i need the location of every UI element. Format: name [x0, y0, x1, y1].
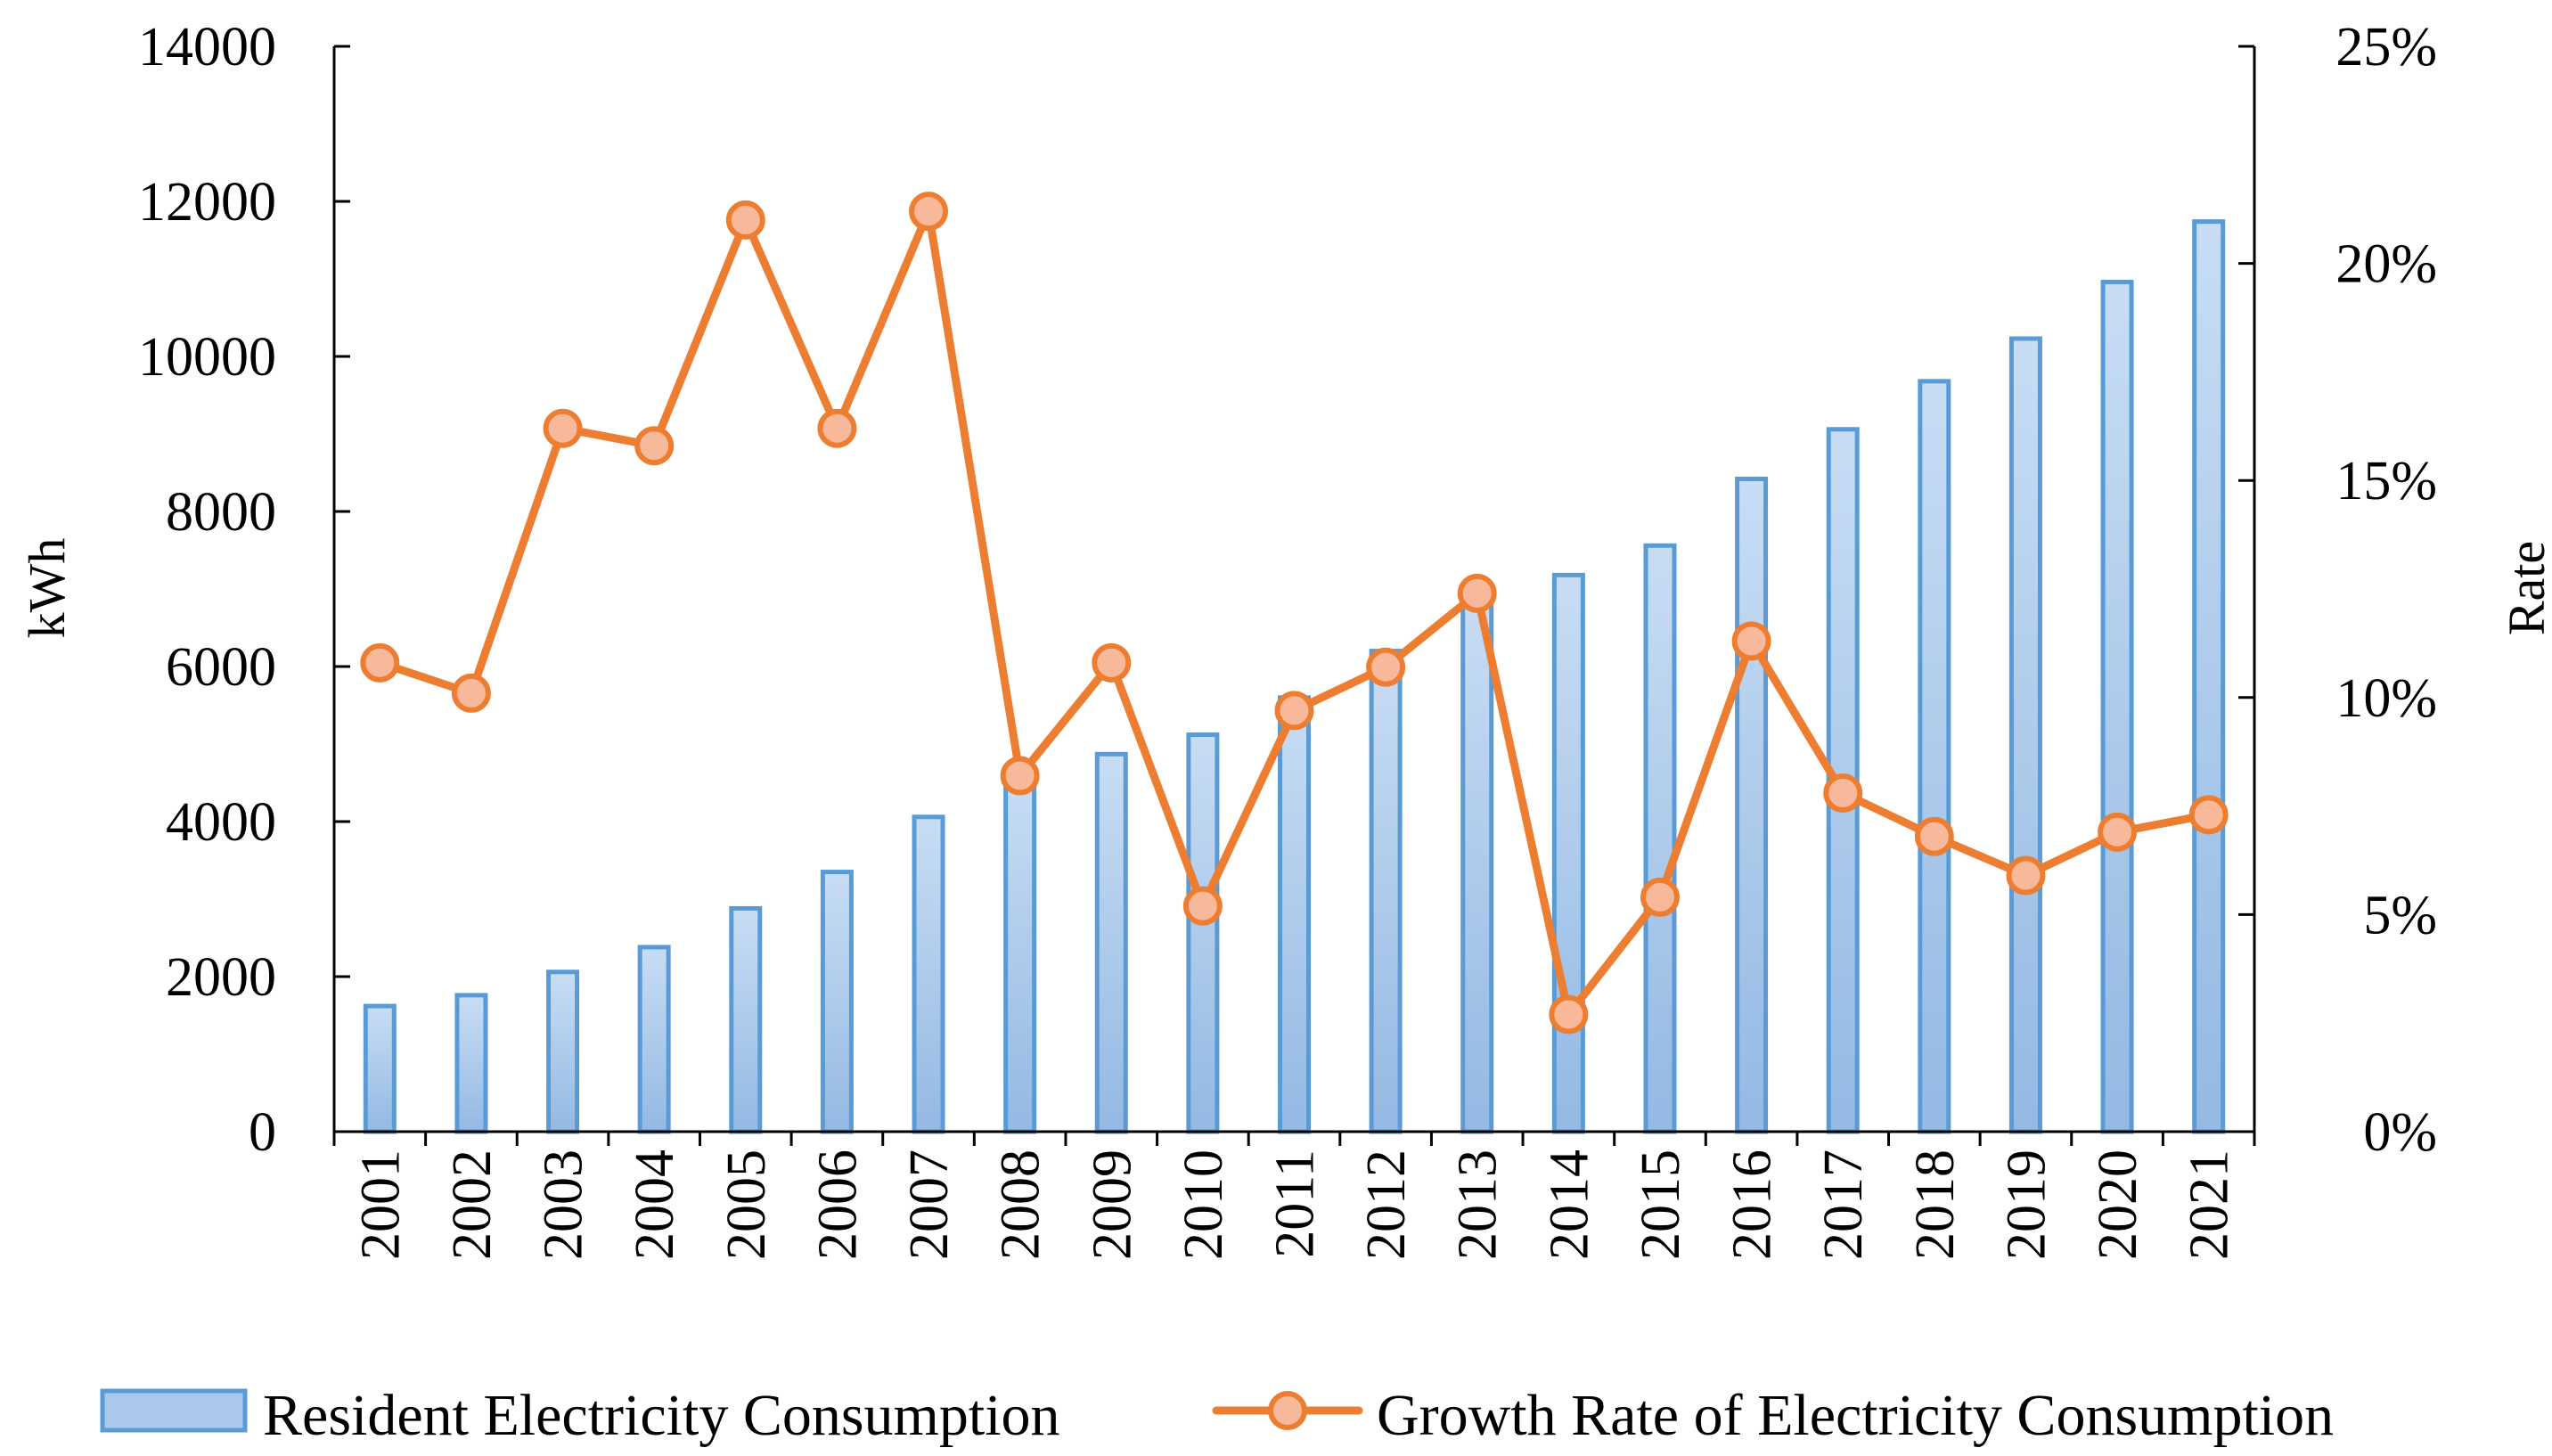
left-tick-label: 12000: [138, 172, 276, 233]
bar-2016: [1735, 476, 1769, 1134]
x-tick-label: 2021: [2180, 1149, 2240, 1260]
left-tick-label: 14000: [138, 17, 276, 78]
right-axis-ticks: 0% 5% 10% 15% 20% 25%: [2238, 17, 2437, 1163]
x-tick-label: 2007: [899, 1149, 960, 1260]
bar-2011: [1278, 695, 1311, 1134]
point-2003: [543, 408, 583, 448]
bar-2012: [1369, 649, 1403, 1134]
x-tick-label: 2005: [716, 1149, 777, 1260]
point-2002: [451, 673, 491, 713]
point-2019: [2006, 855, 2046, 896]
left-tick-label: 8000: [166, 482, 276, 543]
x-tick-label: 2015: [1631, 1149, 1691, 1260]
point-2012: [1366, 647, 1406, 687]
point-2021: [2188, 795, 2229, 835]
x-tick-label: 2001: [350, 1149, 411, 1260]
bar-2020: [2100, 279, 2134, 1134]
bar-2003: [546, 969, 580, 1134]
bar-2019: [2008, 336, 2042, 1134]
x-axis-ticks: 2001 2002 2003 2004 2005 2006 2007 2008 2009 2010…: [350, 1149, 2239, 1260]
left-tick-label: 4000: [166, 792, 276, 853]
point-2009: [1092, 642, 1132, 683]
x-tick-label: 2012: [1356, 1149, 1417, 1260]
point-2017: [1823, 773, 1863, 813]
point-2014: [1549, 994, 1589, 1035]
bar-series: [363, 219, 2226, 1134]
left-tick-label: 2000: [166, 947, 276, 1008]
point-2007: [909, 192, 949, 232]
point-2015: [1640, 877, 1680, 917]
point-2013: [1457, 573, 1497, 613]
x-tick-label: 2020: [2088, 1149, 2148, 1260]
bar-2006: [820, 870, 854, 1134]
bar-2008: [1003, 773, 1037, 1134]
bar-2002: [454, 993, 488, 1134]
legend: Resident Electricity Consumption Growth …: [100, 1383, 2334, 1448]
right-tick-label: 15%: [2335, 451, 2437, 511]
line-series: [360, 192, 2229, 1035]
right-tick-label: 0%: [2363, 1102, 2437, 1163]
legend-item-line: Growth Rate of Electricity Consumption: [1212, 1383, 2334, 1448]
point-2010: [1182, 886, 1223, 926]
point-2011: [1274, 691, 1314, 731]
point-2020: [2098, 812, 2138, 852]
legend-item-bar: Resident Electricity Consumption: [100, 1383, 1060, 1448]
bar-2013: [1460, 590, 1494, 1134]
bar-2004: [637, 945, 671, 1134]
left-tick-label: 6000: [166, 637, 276, 698]
point-2018: [1914, 816, 1954, 856]
x-tick-label: 2011: [1265, 1149, 1326, 1258]
x-tick-label: 2009: [1082, 1149, 1142, 1260]
right-tick-label: 25%: [2335, 17, 2437, 78]
x-tick-label: 2014: [1539, 1149, 1599, 1260]
left-axis-title: kWh: [18, 538, 76, 639]
bar-2015: [1643, 543, 1677, 1134]
x-tick-label: 2019: [1996, 1149, 2057, 1260]
left-axis-ticks: 0 2000 4000 6000 8000 10000 12000 14000: [138, 17, 350, 1163]
point-2005: [725, 200, 765, 240]
bar-2018: [1918, 379, 1951, 1134]
legend-bar-swatch: [100, 1388, 248, 1433]
x-tick-label: 2004: [625, 1149, 685, 1260]
left-tick-label: 0: [249, 1102, 276, 1163]
axes: [332, 46, 2256, 1146]
right-tick-label: 5%: [2363, 885, 2437, 945]
legend-line-marker: [1268, 1391, 1307, 1430]
x-tick-label: 2016: [1722, 1149, 1783, 1260]
x-tick-label: 2013: [1448, 1149, 1509, 1260]
bar-2001: [363, 1003, 397, 1134]
legend-line-label: Growth Rate of Electricity Consumption: [1377, 1383, 2334, 1448]
x-tick-label: 2006: [807, 1149, 868, 1260]
right-tick-label: 20%: [2335, 234, 2437, 295]
point-2006: [817, 408, 857, 448]
point-2008: [1000, 756, 1040, 796]
legend-bar-label: Resident Electricity Consumption: [263, 1383, 1060, 1448]
x-tick-label: 2018: [1905, 1149, 1966, 1260]
bar-2010: [1186, 732, 1220, 1134]
x-tick-label: 2017: [1813, 1149, 1874, 1260]
bar-2021: [2192, 219, 2226, 1134]
right-axis-title: Rate: [2498, 541, 2552, 635]
x-tick-label: 2003: [534, 1149, 594, 1260]
point-2001: [360, 642, 400, 683]
x-tick-label: 2002: [442, 1149, 503, 1260]
right-tick-label: 10%: [2335, 668, 2437, 729]
bar-2009: [1094, 751, 1128, 1134]
bar-2005: [729, 905, 763, 1134]
point-2004: [634, 426, 675, 466]
x-tick-label: 2008: [991, 1149, 1051, 1260]
bar-2007: [912, 814, 945, 1134]
left-tick-label: 10000: [138, 327, 276, 388]
bar-2014: [1551, 572, 1585, 1134]
point-2016: [1731, 621, 1771, 661]
x-tick-label: 2010: [1174, 1149, 1234, 1260]
